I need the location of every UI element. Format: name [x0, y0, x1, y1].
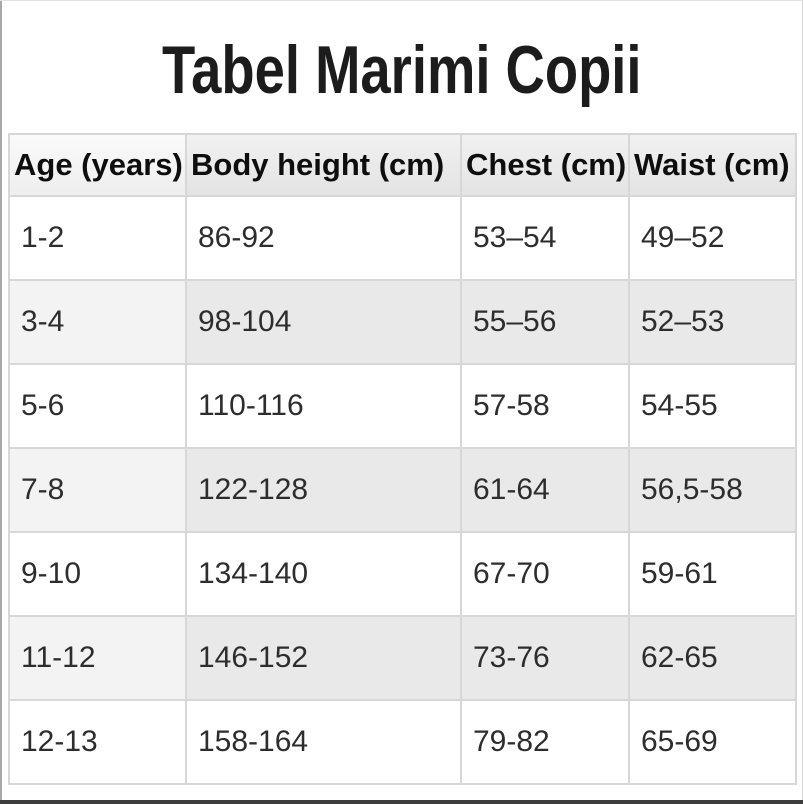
table-row: 9-10 134-140 67-70 59-61	[8, 531, 797, 617]
table-cell: 146-152	[185, 615, 462, 701]
left-edge-border	[0, 1, 2, 804]
header-row: Age (years) Body height (cm) Chest (cm) …	[8, 133, 797, 197]
table-row: 11-12 146-152 73-76 62-65	[8, 615, 797, 701]
column-header-waist: Waist (cm)	[628, 133, 797, 197]
table-cell: 53–54	[460, 195, 630, 281]
bottom-edge	[0, 800, 803, 804]
table-cell: 65-69	[628, 699, 797, 785]
size-table: Age (years) Body height (cm) Chest (cm) …	[8, 133, 797, 785]
table-cell: 67-70	[460, 531, 630, 617]
table-cell: 122-128	[185, 447, 462, 533]
table-body: 1-2 86-92 53–54 49–52 3-4 98-104 55–56 5…	[8, 195, 797, 785]
table-cell: 98-104	[185, 279, 462, 365]
table-cell: 158-164	[185, 699, 462, 785]
table-row: 7-8 122-128 61-64 56,5-58	[8, 447, 797, 533]
table-cell: 55–56	[460, 279, 630, 365]
table-cell: 11-12	[8, 615, 187, 701]
table-cell: 79-82	[460, 699, 630, 785]
page-title-container: Tabel Marimi Copii	[0, 35, 803, 124]
table-cell: 7-8	[8, 447, 187, 533]
table-cell: 12-13	[8, 699, 187, 785]
table-cell: 62-65	[628, 615, 797, 701]
table-cell: 59-61	[628, 531, 797, 617]
table-cell: 54-55	[628, 363, 797, 449]
table-header: Age (years) Body height (cm) Chest (cm) …	[8, 133, 797, 197]
table-cell: 73-76	[460, 615, 630, 701]
table-cell: 9-10	[8, 531, 187, 617]
table-cell: 57-58	[460, 363, 630, 449]
table-cell: 52–53	[628, 279, 797, 365]
table-cell: 5-6	[8, 363, 187, 449]
table-cell: 86-92	[185, 195, 462, 281]
column-header-height: Body height (cm)	[185, 133, 462, 197]
table-row: 3-4 98-104 55–56 52–53	[8, 279, 797, 365]
table-cell: 134-140	[185, 531, 462, 617]
page-title: Tabel Marimi Copii	[161, 32, 642, 108]
column-header-chest: Chest (cm)	[460, 133, 630, 197]
table-row: 1-2 86-92 53–54 49–52	[8, 195, 797, 281]
table-cell: 61-64	[460, 447, 630, 533]
table-cell: 1-2	[8, 195, 187, 281]
table-cell: 56,5-58	[628, 447, 797, 533]
table-cell: 3-4	[8, 279, 187, 365]
column-header-age: Age (years)	[8, 133, 187, 197]
table-row: 12-13 158-164 79-82 65-69	[8, 699, 797, 785]
table-row: 5-6 110-116 57-58 54-55	[8, 363, 797, 449]
table-cell: 110-116	[185, 363, 462, 449]
table-cell: 49–52	[628, 195, 797, 281]
